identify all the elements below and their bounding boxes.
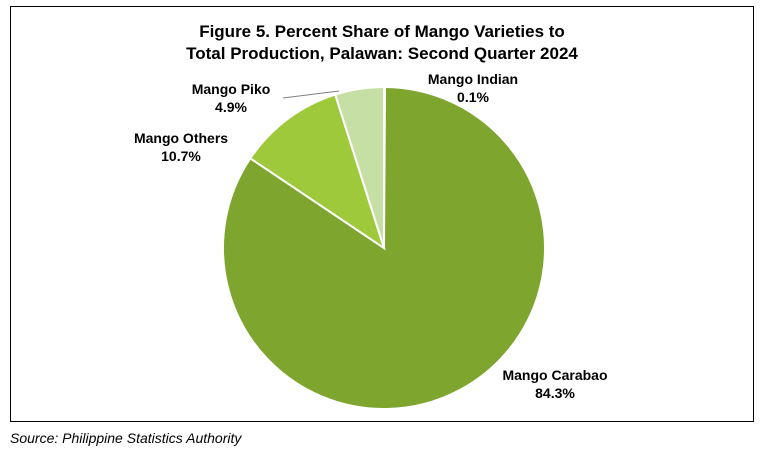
slice-name-label-mango-indian: Mango Indian: [428, 71, 518, 87]
source-note: Source: Philippine Statistics Authority: [10, 430, 242, 446]
chart-title-line-1: Figure 5. Percent Share of Mango Varieti…: [199, 22, 565, 41]
slice-value-label-mango-others: 10.7%: [161, 148, 201, 164]
slice-value-label-mango-indian: 0.1%: [457, 89, 489, 105]
pie-slice-mango-piko: [333, 85, 385, 249]
slice-name-label-mango-carabao: Mango Carabao: [502, 367, 607, 383]
leader-line-mango-piko: [282, 90, 340, 99]
slice-value-label-mango-piko: 4.9%: [215, 99, 247, 115]
slice-name-label-mango-piko: Mango Piko: [192, 81, 271, 97]
slice-value-label-mango-carabao: 84.3%: [535, 385, 575, 401]
pie-slice-mango-others: [248, 93, 386, 251]
chart-title-line-2: Total Production, Palawan: Second Quarte…: [186, 44, 578, 63]
slice-name-label-mango-others: Mango Others: [134, 130, 228, 146]
